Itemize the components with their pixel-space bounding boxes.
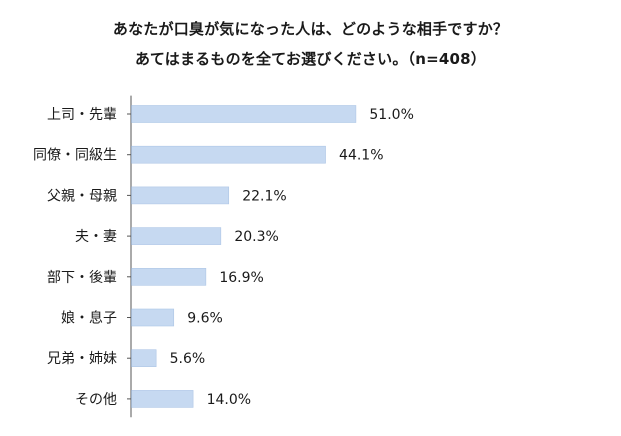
value-label: 20.3% <box>234 229 278 245</box>
bar <box>131 186 230 205</box>
value-label: 9.6% <box>187 311 223 327</box>
category-label: 上司・先輩 <box>47 107 117 123</box>
category-label: 兄弟・姉妹 <box>47 351 117 367</box>
bar <box>131 349 157 368</box>
bar <box>131 308 175 327</box>
category-label: その他 <box>75 392 117 408</box>
value-label: 16.9% <box>219 270 263 286</box>
bar <box>131 390 194 408</box>
chart-title-line-2: あてはまるものを全てお選びください。（n=408） <box>134 50 486 68</box>
bar <box>131 105 357 123</box>
bar <box>131 267 207 286</box>
category-label: 父親・母親 <box>47 188 117 204</box>
value-label: 44.1% <box>339 148 383 164</box>
bar <box>131 227 222 245</box>
category-label: 部下・後輩 <box>47 270 117 286</box>
category-label: 同僚・同級生 <box>33 148 117 164</box>
chart-title-line-1: あなたが口臭が気になった人は、どのような相手ですか？ <box>112 20 509 38</box>
value-label: 51.0% <box>369 107 413 123</box>
value-label: 22.1% <box>242 188 286 204</box>
value-label: 5.6% <box>170 351 206 367</box>
category-label: 夫・妻 <box>75 229 117 245</box>
value-label: 14.0% <box>207 392 251 408</box>
category-label: 娘・息子 <box>61 310 117 327</box>
bar <box>131 145 326 164</box>
